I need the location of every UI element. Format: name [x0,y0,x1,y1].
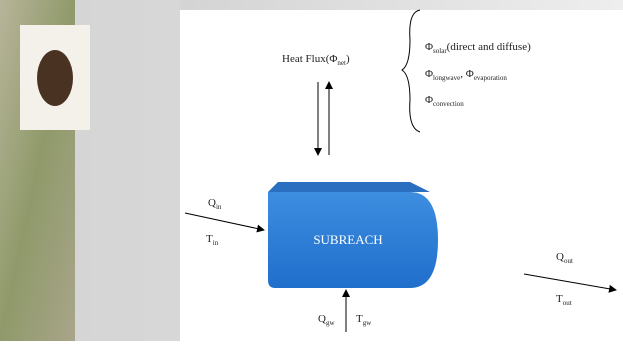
fade-strip [75,0,180,341]
diagram-area [180,10,623,341]
slide: Heat Flux(Φnet) Φsolar(direct and diffus… [0,0,623,341]
frog [37,50,73,106]
box-top [268,182,430,192]
subreach-label: SUBREACH [313,232,382,247]
